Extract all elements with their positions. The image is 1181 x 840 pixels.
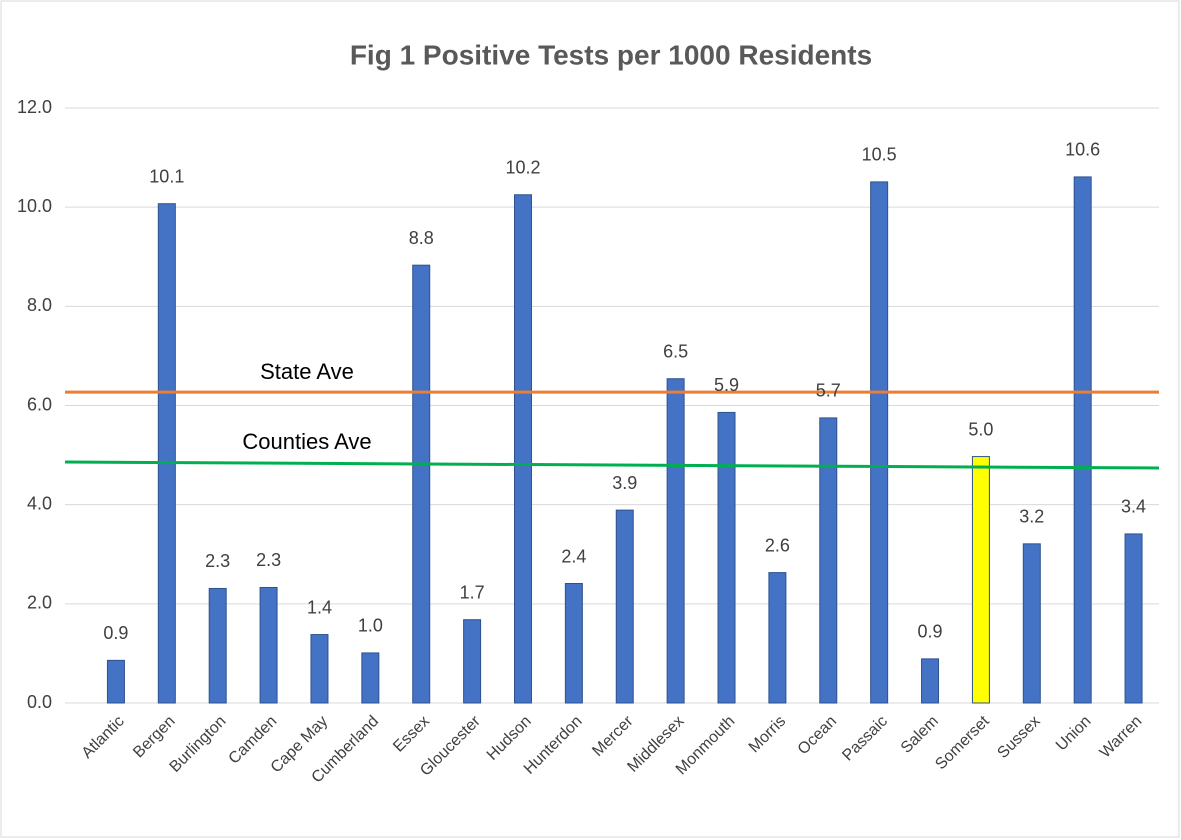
bar xyxy=(819,417,838,704)
bar xyxy=(412,264,431,704)
y-tick-label: 2.0 xyxy=(27,593,52,613)
data-label: 10.6 xyxy=(1065,140,1100,160)
data-label: 2.3 xyxy=(256,550,281,570)
data-label: 0.9 xyxy=(103,623,128,643)
bar xyxy=(361,652,380,704)
y-tick-label: 8.0 xyxy=(27,295,52,315)
data-label: 0.9 xyxy=(918,622,943,642)
bar xyxy=(157,203,176,704)
reference-line xyxy=(64,460,1160,470)
reference-label: State Ave xyxy=(260,359,354,384)
y-tick-label: 0.0 xyxy=(27,692,52,712)
y-tick-label: 12.0 xyxy=(17,97,52,117)
bar xyxy=(208,587,227,704)
data-label: 1.7 xyxy=(460,582,485,602)
data-label: 1.4 xyxy=(307,597,332,617)
bar xyxy=(921,658,940,704)
bar xyxy=(463,619,482,704)
bar xyxy=(259,586,278,704)
data-label: 5.7 xyxy=(816,381,841,401)
bar xyxy=(513,194,532,704)
data-label: 10.2 xyxy=(505,158,540,178)
data-label: 2.4 xyxy=(561,546,586,566)
data-label: 5.0 xyxy=(968,419,993,439)
bar xyxy=(717,411,736,704)
bar xyxy=(666,378,685,704)
chart-title: Fig 1 Positive Tests per 1000 Residents xyxy=(350,39,872,70)
bar xyxy=(106,659,125,704)
y-tick-label: 4.0 xyxy=(27,493,52,513)
data-label: 6.5 xyxy=(663,341,688,361)
data-label: 8.8 xyxy=(409,228,434,248)
bar xyxy=(870,181,889,704)
data-label: 2.3 xyxy=(205,551,230,571)
data-label: 3.4 xyxy=(1121,497,1146,517)
bar xyxy=(310,634,329,704)
y-tick-label: 10.0 xyxy=(17,196,52,216)
data-label: 2.6 xyxy=(765,535,790,555)
bar xyxy=(768,572,787,704)
data-label: 5.9 xyxy=(714,375,739,395)
data-label: 3.2 xyxy=(1019,507,1044,527)
bar xyxy=(1022,543,1041,704)
y-tick-label: 6.0 xyxy=(27,394,52,414)
data-label: 1.0 xyxy=(358,616,383,636)
reference-label: Counties Ave xyxy=(242,429,371,454)
bar xyxy=(1073,176,1092,704)
data-label: 10.1 xyxy=(149,166,184,186)
bar xyxy=(971,456,990,704)
data-label: 3.9 xyxy=(612,473,637,493)
bar xyxy=(1124,533,1143,704)
bar xyxy=(615,509,634,704)
data-label: 10.5 xyxy=(862,145,897,165)
bar xyxy=(564,583,583,704)
